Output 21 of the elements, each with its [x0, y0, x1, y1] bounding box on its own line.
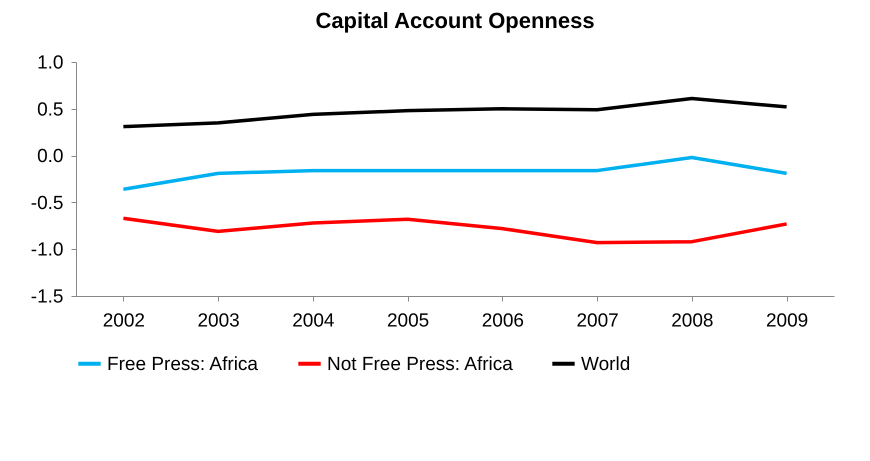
- y-tick-label: 0.0: [37, 146, 64, 168]
- y-tick-label: -1.5: [30, 286, 64, 308]
- y-tick-label: 0.5: [37, 99, 64, 120]
- x-tick-label: 2006: [482, 310, 524, 332]
- line-series: [122, 156, 788, 192]
- x-tick-label: 2002: [102, 310, 146, 332]
- x-tick-label: 2004: [292, 310, 335, 332]
- x-tick-label: 2007: [576, 310, 619, 332]
- y-tick-label: -1.0: [30, 240, 64, 261]
- legend-label: Not Free Press: Africa: [327, 354, 514, 375]
- x-tick-label: 2008: [671, 310, 714, 332]
- x-tick-label: 2009: [766, 310, 808, 332]
- line-series: [122, 96, 788, 128]
- legend-label: World: [581, 354, 630, 375]
- x-tick-label: 2005: [386, 310, 430, 332]
- y-tick-label: 1.0: [37, 52, 64, 74]
- legend-label: Free Press: Africa: [107, 354, 258, 375]
- line-series: [122, 216, 788, 244]
- chart-title: Capital Account Openness: [315, 8, 595, 33]
- y-tick-label: -0.5: [30, 192, 64, 214]
- x-tick-label: 2003: [197, 310, 240, 332]
